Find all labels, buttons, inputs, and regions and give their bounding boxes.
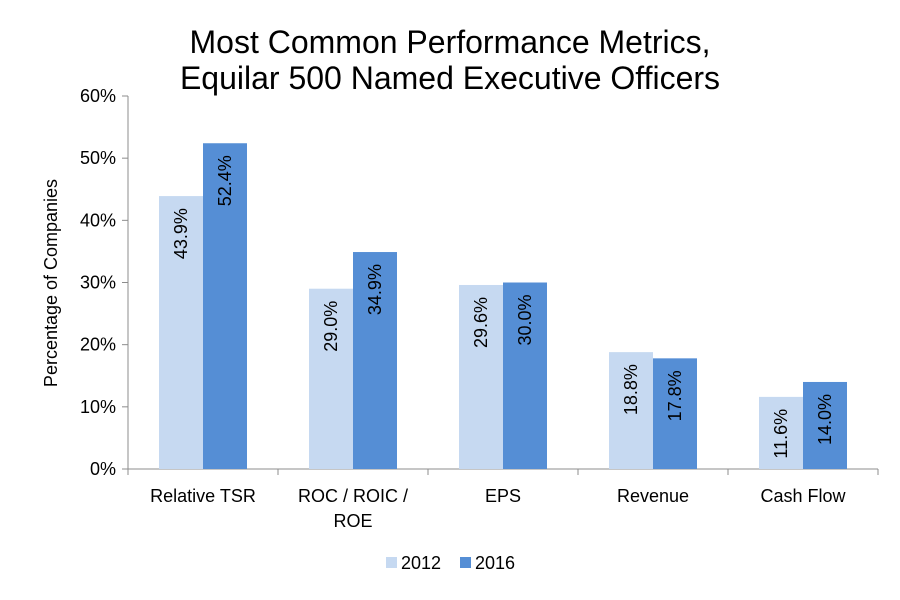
data-label: 29.0% [321, 301, 341, 352]
y-tick-label: 10% [80, 397, 116, 417]
category-label: ROC / ROIC / [298, 486, 408, 506]
category-label: Cash Flow [760, 486, 846, 506]
data-label: 17.8% [665, 370, 685, 421]
category-label: ROE [333, 511, 372, 531]
bars [159, 143, 847, 470]
data-label: 11.6% [771, 409, 791, 459]
y-tick-label: 20% [80, 335, 116, 355]
category-label: EPS [485, 486, 521, 506]
category-label: Revenue [617, 486, 689, 506]
y-tick-label: 50% [80, 148, 116, 168]
category-labels: Relative TSR ROC / ROIC / ROE EPS Revenue Cas… [150, 486, 846, 531]
bar-2012 [459, 284, 503, 469]
data-label: 30.0% [515, 295, 535, 346]
data-label: 52.4% [215, 155, 235, 206]
chart-title-line-2: Equilar 500 Named Executive Officers [180, 60, 720, 96]
data-label: 14.0% [815, 394, 835, 445]
y-axis-label: Percentage of Companies [41, 179, 61, 387]
bar-2016 [653, 358, 697, 469]
bar-2016 [203, 143, 247, 469]
legend-label-2012: 2012 [401, 553, 441, 573]
bar-2016 [503, 282, 547, 469]
chart-title-line-1: Most Common Performance Metrics, [189, 24, 710, 60]
category-label: Relative TSR [150, 486, 256, 506]
y-tick-label: 30% [80, 273, 116, 293]
data-label: 34.9% [365, 264, 385, 315]
legend: 2012 2016 [386, 553, 515, 573]
legend-swatch-2016 [460, 557, 471, 568]
legend-label-2016: 2016 [475, 553, 515, 573]
y-axis-ticks: 0% 10% 20% 30% 40% 50% 60% [80, 86, 116, 479]
chart-title: Most Common Performance Metrics,Equilar … [180, 24, 720, 96]
data-label: 29.6% [471, 297, 491, 348]
axes [122, 95, 879, 475]
data-label: 43.9% [171, 208, 191, 259]
y-tick-label: 40% [80, 210, 116, 230]
bar-2016 [353, 252, 397, 469]
bar-2012 [609, 352, 653, 469]
y-tick-label: 60% [80, 86, 116, 106]
bar-2012 [759, 396, 803, 469]
y-tick-label: 0% [90, 459, 116, 479]
data-label: 18.8% [621, 364, 641, 415]
bar-2012 [309, 288, 353, 469]
legend-swatch-2012 [386, 557, 397, 568]
data-labels: 43.9% 52.4% 29.0% 34.9% 29.6% 30.0% 18.8% 17.8%… [171, 155, 835, 458]
bar-2012 [159, 196, 203, 470]
y-axis-label-group: Percentage of Companies [41, 179, 61, 387]
bar-2016 [803, 381, 847, 469]
